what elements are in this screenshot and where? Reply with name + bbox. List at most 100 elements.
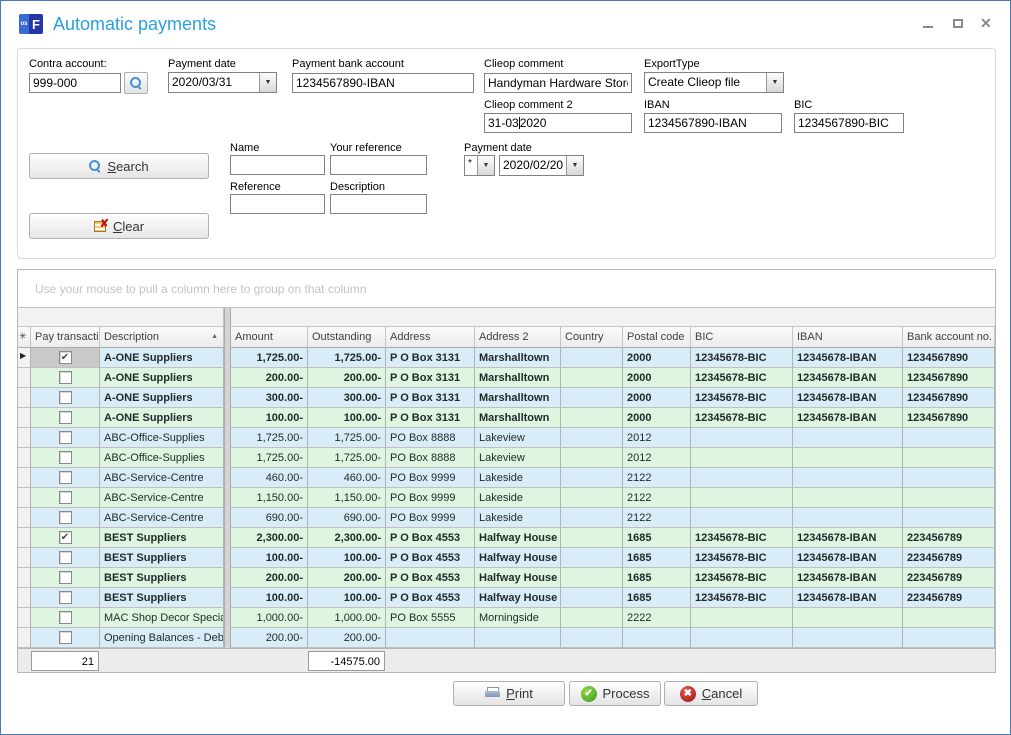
cell-country[interactable]: [561, 348, 623, 368]
cell-outstanding[interactable]: 200.00-: [308, 568, 386, 588]
cell-bank[interactable]: [903, 448, 995, 468]
cell-amount[interactable]: 2,300.00-: [231, 528, 308, 548]
cell-description[interactable]: ABC-Service-Centre: [100, 468, 224, 488]
cell-postal[interactable]: 1685: [623, 548, 691, 568]
pay-checkbox[interactable]: [58, 491, 72, 504]
cell-address2[interactable]: Halfway House: [475, 588, 561, 608]
cell-country[interactable]: [561, 608, 623, 628]
cell-bic[interactable]: [691, 508, 793, 528]
cell-address[interactable]: P O Box 4553: [386, 548, 475, 568]
table-row[interactable]: ABC-Service-Centre 460.00- 460.00- PO Box 9…: [18, 468, 995, 488]
column-header-bank[interactable]: Bank account no.: [903, 327, 995, 348]
cell-bank[interactable]: [903, 508, 995, 528]
export-type-dropdown-icon[interactable]: ▼: [766, 73, 783, 92]
cell-iban[interactable]: [793, 608, 903, 628]
cell-amount[interactable]: 300.00-: [231, 388, 308, 408]
table-row[interactable]: Opening Balances - Debto 200.00- 200.00-: [18, 628, 995, 648]
bic-input[interactable]: [794, 113, 904, 133]
cell-address[interactable]: PO Box 9999: [386, 468, 475, 488]
cell-postal[interactable]: 2122: [623, 468, 691, 488]
cell-amount[interactable]: 200.00-: [231, 568, 308, 588]
table-row[interactable]: A-ONE Suppliers 100.00- 100.00- P O Box 313…: [18, 408, 995, 428]
cell-description[interactable]: Opening Balances - Debto: [100, 628, 224, 648]
cell-outstanding[interactable]: 100.00-: [308, 588, 386, 608]
cell-pay-transaction[interactable]: [31, 608, 100, 628]
cell-country[interactable]: [561, 468, 623, 488]
cell-address[interactable]: P O Box 4553: [386, 588, 475, 608]
cell-amount[interactable]: 200.00-: [231, 628, 308, 648]
pay-checkbox[interactable]: [58, 611, 72, 624]
cell-amount[interactable]: 100.00-: [231, 408, 308, 428]
cell-description[interactable]: BEST Suppliers: [100, 568, 224, 588]
column-header-address2[interactable]: Address 2: [475, 327, 561, 348]
cell-pay-transaction[interactable]: [31, 408, 100, 428]
cell-outstanding[interactable]: 100.00-: [308, 548, 386, 568]
table-row[interactable]: BEST Suppliers 100.00- 100.00- P O Box 4553…: [18, 548, 995, 568]
cell-bank[interactable]: [903, 468, 995, 488]
column-header-bic[interactable]: BIC: [691, 327, 793, 348]
cell-bic[interactable]: 12345678-BIC: [691, 348, 793, 368]
cell-description[interactable]: A-ONE Suppliers: [100, 408, 224, 428]
cell-amount[interactable]: 1,725.00-: [231, 348, 308, 368]
cell-bic[interactable]: [691, 428, 793, 448]
column-header-pay[interactable]: Pay transaction: [31, 327, 100, 348]
table-row[interactable]: MAC Shop Decor Special 1,000.00- 1,000.00-…: [18, 608, 995, 628]
cell-bank[interactable]: 1234567890: [903, 348, 995, 368]
cell-bank[interactable]: 223456789: [903, 548, 995, 568]
table-row[interactable]: ABC-Service-Centre 1,150.00- 1,150.00- PO B…: [18, 488, 995, 508]
cell-bank[interactable]: 1234567890: [903, 408, 995, 428]
table-row[interactable]: ABC-Service-Centre 690.00- 690.00- PO Box 9…: [18, 508, 995, 528]
cell-address2[interactable]: Halfway House: [475, 568, 561, 588]
cell-address2[interactable]: Lakeside: [475, 488, 561, 508]
cell-country[interactable]: [561, 428, 623, 448]
cell-outstanding[interactable]: 1,725.00-: [308, 348, 386, 368]
cell-bic[interactable]: [691, 468, 793, 488]
table-row[interactable]: BEST Suppliers 200.00- 200.00- P O Box 4553…: [18, 568, 995, 588]
cell-address2[interactable]: Marshalltown: [475, 388, 561, 408]
cell-postal[interactable]: 2012: [623, 428, 691, 448]
payment-date-operator-combo[interactable]: * ▼: [464, 155, 495, 176]
contra-account-input[interactable]: [29, 73, 121, 93]
cell-postal[interactable]: 2000: [623, 408, 691, 428]
cell-description[interactable]: A-ONE Suppliers: [100, 388, 224, 408]
cell-address[interactable]: PO Box 8888: [386, 428, 475, 448]
cell-address2[interactable]: Halfway House: [475, 528, 561, 548]
cell-iban[interactable]: 12345678-IBAN: [793, 588, 903, 608]
pay-checkbox[interactable]: [58, 371, 72, 384]
table-row[interactable]: A-ONE Suppliers 300.00- 300.00- P O Box 313…: [18, 388, 995, 408]
cell-iban[interactable]: [793, 508, 903, 528]
cell-address[interactable]: P O Box 4553: [386, 568, 475, 588]
cell-bic[interactable]: 12345678-BIC: [691, 368, 793, 388]
cell-postal[interactable]: 1685: [623, 588, 691, 608]
column-header-amount[interactable]: Amount: [231, 327, 308, 348]
cell-outstanding[interactable]: 1,000.00-: [308, 608, 386, 628]
your-reference-input[interactable]: [330, 155, 427, 175]
cell-bic[interactable]: 12345678-BIC: [691, 548, 793, 568]
cell-address[interactable]: PO Box 8888: [386, 448, 475, 468]
cell-amount[interactable]: 1,725.00-: [231, 448, 308, 468]
cell-country[interactable]: [561, 448, 623, 468]
cell-iban[interactable]: 12345678-IBAN: [793, 368, 903, 388]
print-button[interactable]: Print: [453, 681, 565, 706]
description-input[interactable]: [330, 194, 427, 214]
table-row[interactable]: ✔ BEST Suppliers 2,300.00- 2,300.00- P O Box…: [18, 528, 995, 548]
cell-postal[interactable]: 2012: [623, 448, 691, 468]
pay-checkbox-checked[interactable]: ✔: [58, 351, 72, 364]
cell-pay-transaction[interactable]: [31, 508, 100, 528]
cell-pay-transaction[interactable]: [31, 568, 100, 588]
cell-bank[interactable]: 1234567890: [903, 368, 995, 388]
cell-iban[interactable]: [793, 448, 903, 468]
process-button[interactable]: ✔ Process: [569, 681, 661, 706]
pay-checkbox[interactable]: [58, 631, 72, 644]
cell-address[interactable]: PO Box 9999: [386, 508, 475, 528]
cell-outstanding[interactable]: 2,300.00-: [308, 528, 386, 548]
group-by-panel[interactable]: Use your mouse to pull a column here to …: [18, 270, 995, 308]
column-header-country[interactable]: Country: [561, 327, 623, 348]
cell-iban[interactable]: [793, 488, 903, 508]
cell-description[interactable]: ABC-Service-Centre: [100, 508, 224, 528]
minimize-button[interactable]: [920, 17, 936, 31]
cell-pay-transaction[interactable]: [31, 368, 100, 388]
column-header-postal[interactable]: Postal code: [623, 327, 691, 348]
cell-address2[interactable]: Marshalltown: [475, 368, 561, 388]
cell-iban[interactable]: 12345678-IBAN: [793, 528, 903, 548]
